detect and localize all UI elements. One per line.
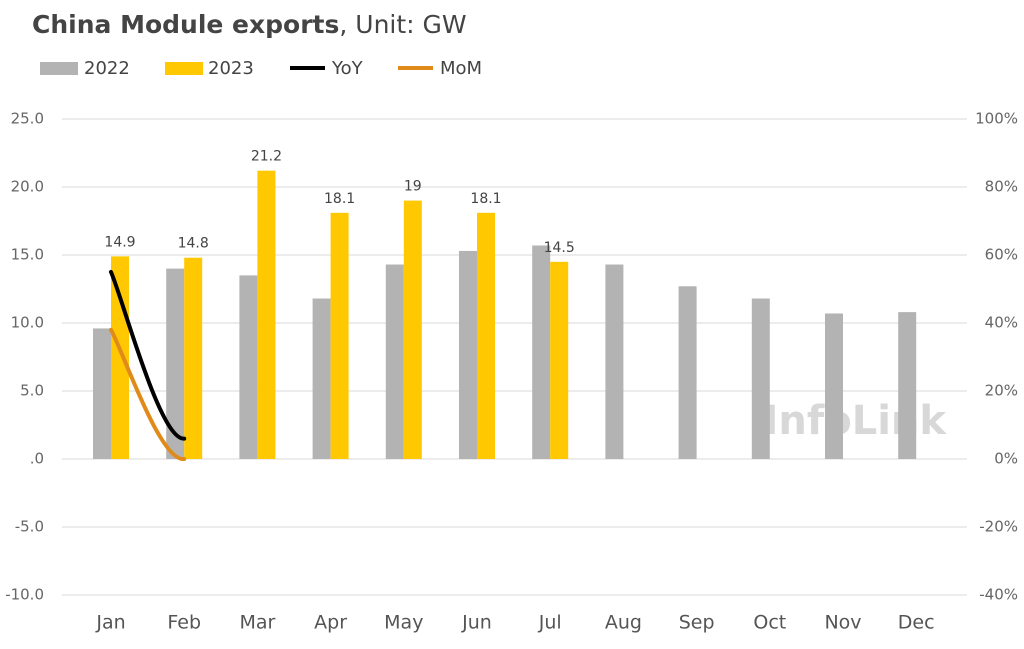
- watermark: InfoLink: [763, 398, 947, 444]
- x-tick-label: Sep: [679, 612, 715, 634]
- y-tick-label: -5.0: [15, 518, 44, 536]
- y2-tick-label: 100%: [975, 110, 1018, 128]
- value-label: 14.5: [544, 240, 575, 256]
- y2-tick-label: 60%: [985, 246, 1018, 264]
- y-tick-label: 15.0: [11, 246, 44, 264]
- bar: [312, 298, 331, 459]
- bar: [751, 298, 770, 459]
- bar: [898, 312, 917, 459]
- x-tick-label: Oct: [753, 612, 786, 634]
- x-tick-label: Mar: [239, 612, 275, 634]
- bar: [385, 264, 404, 459]
- y-tick-label: 20.0: [11, 178, 44, 196]
- bar: [532, 245, 551, 459]
- legend-label: 2023: [208, 58, 254, 79]
- bar: [678, 286, 697, 459]
- x-tick-label: Aug: [605, 612, 642, 634]
- bar: [605, 264, 624, 459]
- y2-tick-label: 40%: [985, 314, 1018, 332]
- value-label: 14.8: [178, 236, 209, 252]
- bar: [239, 275, 258, 459]
- y-tick-label: 10.0: [11, 314, 44, 332]
- legend-label: 2022: [84, 58, 130, 79]
- bar: [257, 170, 276, 459]
- bar: [184, 257, 203, 459]
- bar: [330, 212, 349, 459]
- legend-label: YoY: [331, 58, 364, 79]
- line: [109, 270, 187, 441]
- x-tick-label: May: [384, 612, 423, 634]
- bar: [825, 313, 843, 459]
- x-tick-label: Jan: [95, 612, 125, 634]
- value-label: 14.9: [104, 234, 135, 250]
- y2-tick-label: 0%: [994, 450, 1018, 468]
- bar: [93, 328, 111, 459]
- value-label: 18.1: [324, 191, 355, 207]
- line: [109, 327, 187, 461]
- x-tick-label: Jun: [461, 612, 492, 634]
- x-tick-label: Feb: [167, 612, 201, 634]
- bar: [111, 256, 129, 459]
- y-tick-label: 5.0: [20, 382, 44, 400]
- y2-tick-label: -40%: [979, 586, 1018, 604]
- chart-title: China Module exports: [32, 10, 339, 39]
- bar: [459, 250, 477, 459]
- bar: [403, 200, 422, 459]
- chart-heading: China Module exports, Unit: GW: [32, 10, 467, 39]
- legend-label: MoM: [440, 58, 482, 79]
- bar: [166, 268, 185, 459]
- value-label: 21.2: [251, 149, 282, 165]
- y-tick-label: .0: [30, 450, 44, 468]
- y2-tick-label: 80%: [985, 178, 1018, 196]
- x-tick-label: Nov: [824, 612, 861, 634]
- x-tick-label: Apr: [314, 612, 347, 634]
- x-tick-label: Dec: [898, 612, 935, 634]
- y-tick-label: 25.0: [11, 110, 44, 128]
- chart-subtitle: , Unit: GW: [339, 10, 466, 39]
- bar: [477, 212, 495, 459]
- y-tick-label: -10.0: [5, 586, 44, 604]
- bar: [550, 261, 569, 459]
- x-tick-label: Jul: [538, 612, 562, 634]
- y2-tick-label: 20%: [985, 382, 1018, 400]
- legend-swatch: [165, 62, 203, 75]
- y2-tick-label: -20%: [979, 518, 1018, 536]
- value-label: 19: [404, 179, 422, 195]
- legend-swatch: [40, 62, 78, 75]
- value-label: 18.1: [470, 191, 501, 207]
